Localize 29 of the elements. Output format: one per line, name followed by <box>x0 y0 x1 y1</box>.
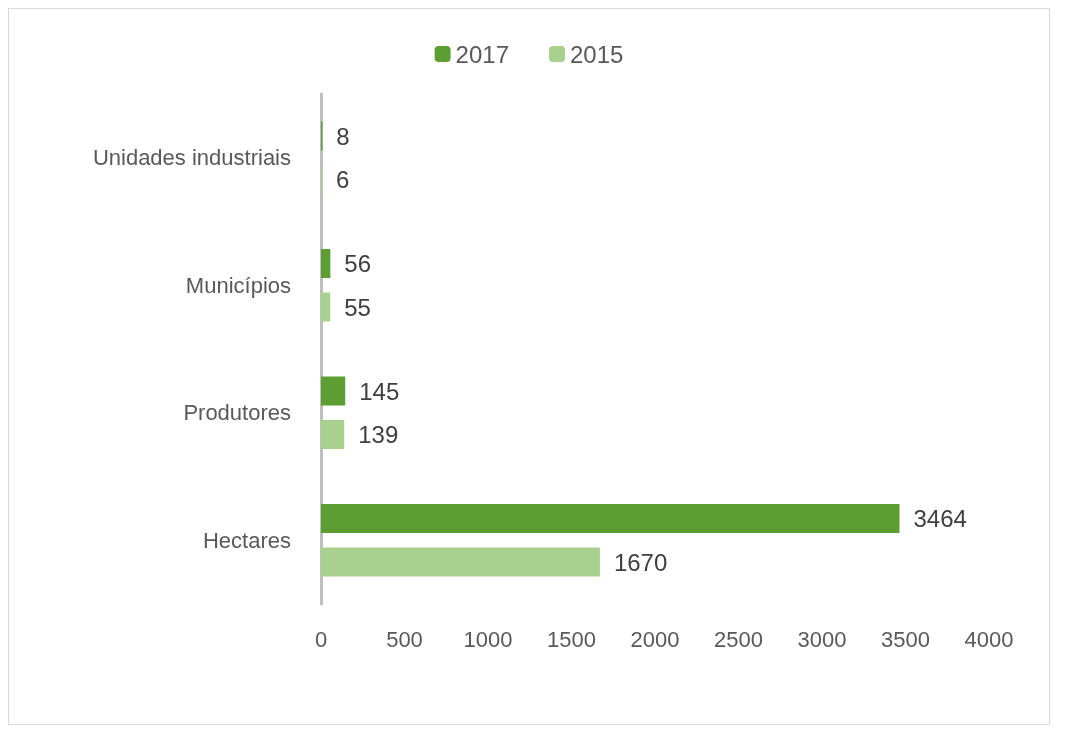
x-tick-label: 3500 <box>881 626 930 652</box>
x-tick-label: 1500 <box>547 626 596 652</box>
bar <box>321 249 331 278</box>
y-tick-label: Municípios <box>185 272 291 298</box>
bar <box>321 547 600 577</box>
x-tick-label: 1000 <box>463 626 513 652</box>
data-label: 145 <box>359 377 400 405</box>
data-label: 56 <box>344 250 372 277</box>
x-tick-label: 0 <box>314 626 328 652</box>
data-label: 6 <box>336 166 350 193</box>
data-label: 3464 <box>913 505 967 532</box>
data-label: 1670 <box>613 548 668 576</box>
bar <box>321 376 346 406</box>
legend-label: 2017 <box>455 40 509 68</box>
bar <box>321 420 345 449</box>
data-label: 8 <box>336 122 350 150</box>
x-tick-label: 2000 <box>630 626 680 652</box>
legend-label: 2015 <box>570 40 624 68</box>
y-tick-label: Unidades industriais <box>92 145 291 171</box>
x-tick-label: 500 <box>386 626 423 652</box>
y-tick-label: Produtores <box>183 400 291 426</box>
x-tick-label: 3000 <box>797 626 847 652</box>
data-label: 55 <box>344 293 371 321</box>
bar <box>321 292 331 322</box>
bar <box>321 504 900 533</box>
x-tick-label: 2500 <box>714 626 763 652</box>
data-label: 139 <box>358 421 399 448</box>
y-tick-label: Hectares <box>202 527 291 553</box>
x-tick-label: 4000 <box>964 626 1014 652</box>
